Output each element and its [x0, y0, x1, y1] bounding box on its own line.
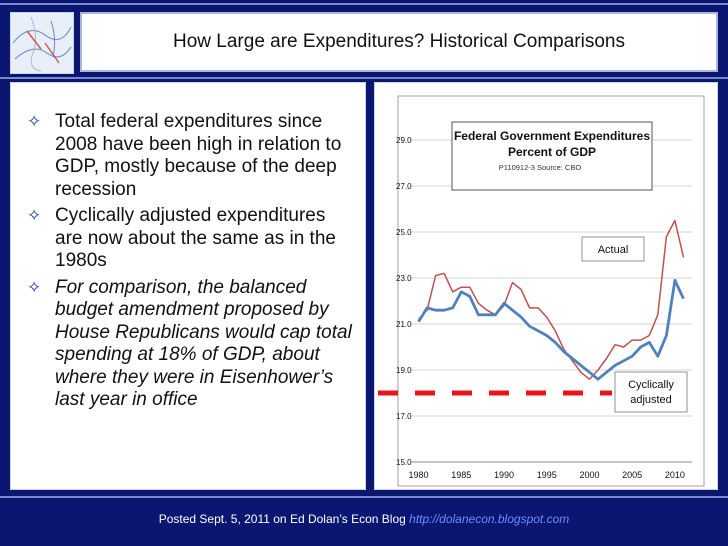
y-tick-label: 19.0: [396, 366, 412, 375]
x-tick-label: 2005: [622, 470, 642, 480]
chart-axes: 15.0 17.0 19.0 21.0 23.0 25.0 27.0 29.0 1980 1985…: [396, 136, 692, 480]
y-tick-label: 15.0: [396, 458, 412, 467]
x-tick-label: 1980: [409, 470, 429, 480]
y-tick-label: 25.0: [396, 228, 412, 237]
diamond-bullet-icon: ✧: [27, 206, 42, 225]
y-tick-label: 17.0: [396, 412, 412, 421]
adjusted-series-label-line2: adjusted: [630, 394, 672, 406]
bullet-text: Cyclically adjusted expenditures are now…: [55, 205, 336, 271]
bullet-panel: ✧ Total federal expenditures since 2008 …: [10, 82, 366, 490]
y-tick-label: 21.0: [396, 320, 412, 329]
bullet-text: Total federal expenditures since 2008 ha…: [55, 111, 342, 200]
x-tick-label: 2000: [579, 470, 599, 480]
title-box: How Large are Expenditures? Historical C…: [80, 12, 718, 72]
actual-series-line: [417, 219, 685, 380]
adjusted-label-box: [614, 371, 688, 413]
bullet-text: For comparison, the balanced budget amen…: [55, 276, 352, 411]
y-tick-label: 27.0: [396, 182, 412, 191]
mid-stripe: [0, 77, 728, 79]
chart-series: [417, 219, 685, 381]
logo-graphic: [10, 12, 74, 74]
adjusted-series-line: [417, 278, 685, 381]
diamond-bullet-icon: ✧: [27, 277, 42, 297]
chart-source: P110912-3 Source: CBO: [499, 163, 582, 172]
x-tick-label: 1985: [451, 470, 471, 480]
bullet-item: ✧ Cyclically adjusted expenditures are n…: [23, 205, 357, 273]
actual-series-label: Actual: [598, 244, 629, 256]
y-tick-label: 29.0: [396, 136, 412, 145]
top-stripe: [0, 3, 728, 5]
chart-subtitle: Percent of GDP: [508, 145, 596, 159]
bullet-list: ✧ Total federal expenditures since 2008 …: [11, 83, 365, 412]
diamond-bullet-icon: ✧: [27, 112, 42, 131]
bullet-item: ✧ Total federal expenditures since 2008 …: [23, 111, 357, 201]
footer-text: Posted Sept. 5, 2011 on Ed Dolan’s Econ …: [158, 512, 406, 526]
adjusted-series-label-line1: Cyclically: [628, 379, 674, 391]
x-tick-label: 1990: [494, 470, 514, 480]
x-tick-label: 2010: [665, 470, 685, 480]
chart-title: Federal Government Expenditures: [454, 129, 650, 143]
bullet-item: ✧ For comparison, the balanced budget am…: [23, 277, 357, 412]
slide-title: How Large are Expenditures? Historical C…: [173, 31, 625, 52]
x-tick-label: 1995: [537, 470, 557, 480]
chart-labels: Federal Government Expenditures Percent …: [451, 121, 688, 413]
logo-icon: [11, 13, 73, 73]
chart-title-box: [451, 121, 653, 191]
bottom-stripe: [0, 496, 728, 498]
actual-label-box: [581, 236, 645, 262]
footer: Posted Sept. 5, 2011 on Ed Dolan’s Econ …: [0, 512, 728, 526]
blog-link[interactable]: http://dolanecon.blogspot.com: [409, 512, 570, 526]
y-tick-label: 23.0: [396, 274, 412, 283]
